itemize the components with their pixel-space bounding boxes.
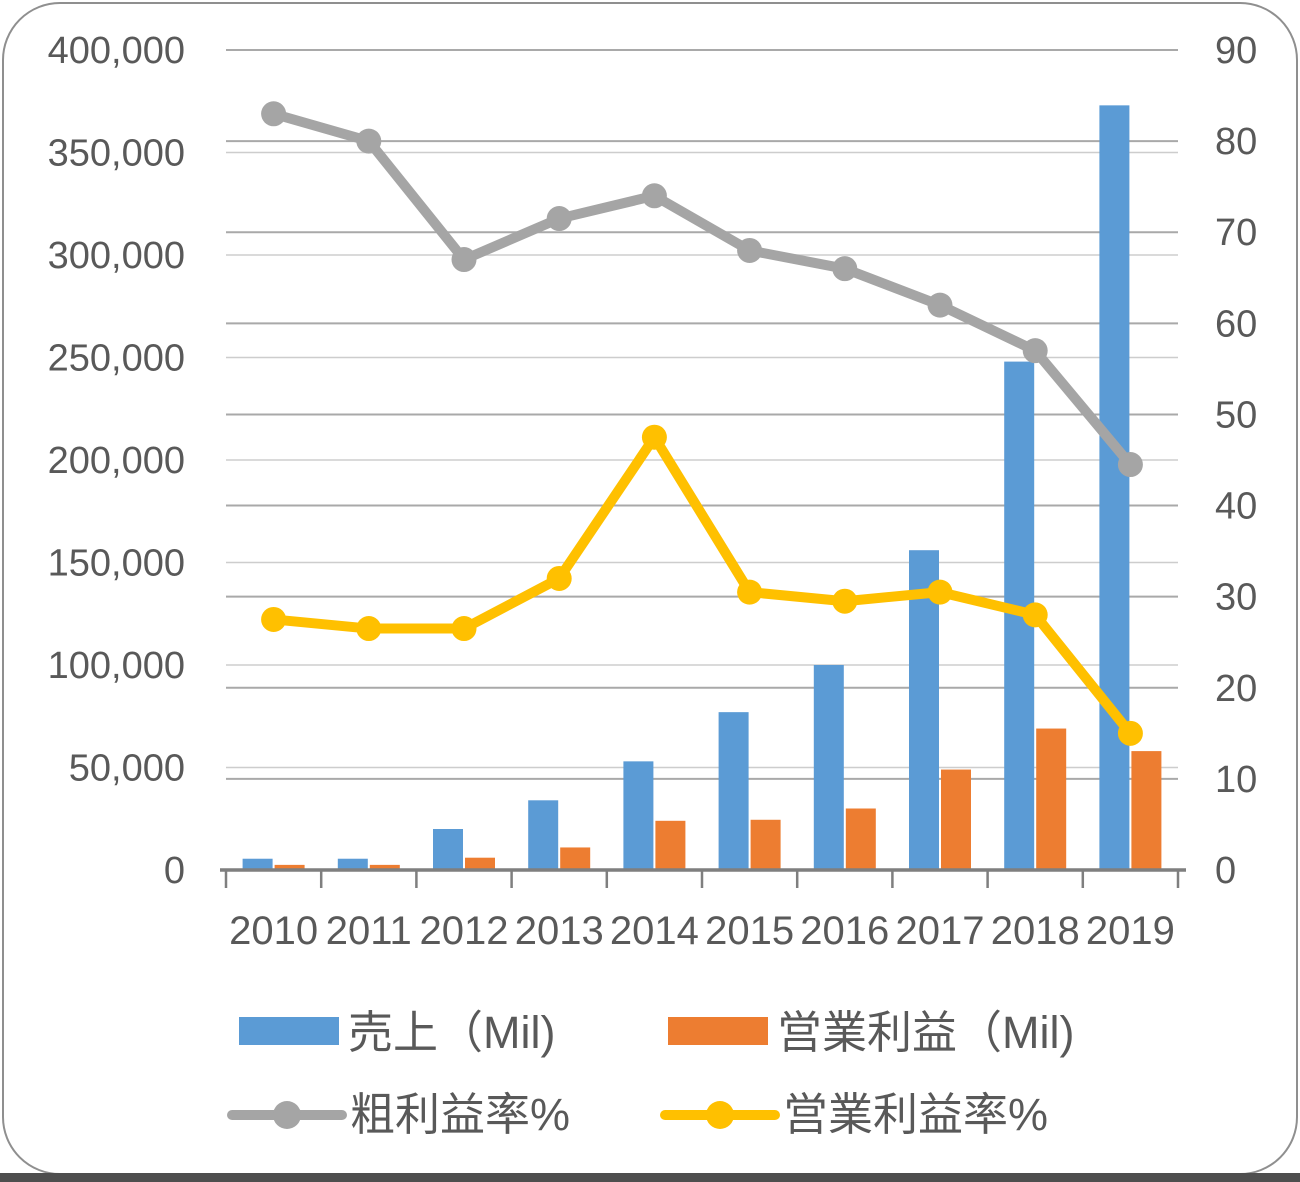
bar-operating-profit — [465, 857, 495, 870]
x-axis-label: 2012 — [420, 909, 509, 953]
marker-operating-margin-rate — [927, 579, 953, 605]
bar-operating-profit — [655, 820, 686, 870]
legend: 売上（Mil) 営業利益（Mil) 粗利益率% 営業利益率% — [227, 1007, 1074, 1140]
x-axis-label: 2014 — [610, 909, 699, 953]
marker-gross-margin-rate — [832, 256, 858, 282]
right-axis-tick-label: 80 — [1215, 121, 1257, 163]
left-axis-tick-label: 350,000 — [48, 133, 185, 175]
line-gross-margin-rate — [268, 108, 1136, 470]
right-axis-tick-label: 0 — [1215, 850, 1236, 892]
bar-sales — [337, 858, 368, 870]
left-axis-tick-label: 150,000 — [48, 543, 185, 585]
window-bottom-edge — [0, 1173, 1300, 1182]
bar-operating-profit — [1131, 751, 1162, 870]
marker-gross-margin-rate — [1117, 452, 1143, 478]
lines — [261, 101, 1143, 746]
left-axis-tick-label: 250,000 — [48, 338, 185, 380]
bar-operating-profit — [274, 864, 305, 870]
marker-operating-margin-rate — [737, 579, 763, 605]
x-axis-label: 2017 — [896, 909, 985, 953]
gridlines — [226, 49, 1178, 780]
marker-operating-margin-rate — [261, 606, 287, 632]
bar-operating-profit — [1036, 728, 1067, 870]
x-axis-label: 2015 — [705, 909, 794, 953]
marker-operating-margin-rate — [1022, 602, 1048, 628]
right-axis-tick-label: 40 — [1215, 486, 1257, 528]
left-axis-tick-label: 100,000 — [48, 645, 185, 687]
right-axis-tick-label: 70 — [1215, 212, 1257, 254]
bar-sales — [813, 665, 844, 870]
legend-marker-gross-margin-rate — [273, 1101, 301, 1129]
bar-operating-profit — [560, 847, 591, 870]
marker-gross-margin-rate — [927, 292, 953, 318]
bar-sales — [242, 858, 273, 870]
axis-labels: 0 50,000 100,000 150,000 200,000 250,000 300,0… — [48, 30, 1258, 953]
left-axis-tick-label: 200,000 — [48, 440, 185, 482]
marker-gross-margin-rate — [737, 237, 763, 263]
right-axis-tick-label: 50 — [1215, 394, 1257, 436]
marker-gross-margin-rate — [546, 206, 572, 232]
left-axis-tick-label: 50,000 — [69, 748, 185, 790]
right-axis-tick-label: 30 — [1215, 577, 1257, 619]
x-axis-label: 2010 — [229, 909, 318, 953]
legend-swatch-sales — [239, 1017, 339, 1045]
bar-sales — [528, 800, 559, 870]
marker-gross-margin-rate — [451, 247, 477, 273]
legend-label-operating-profit: 営業利益（Mil) — [777, 1007, 1074, 1058]
left-axis-tick-label: 300,000 — [48, 235, 185, 277]
left-axis-tick-label: 0 — [164, 850, 185, 892]
left-axis-tick-label: 400,000 — [48, 30, 185, 72]
right-axis-tick-label: 90 — [1215, 30, 1257, 72]
legend-label-operating-margin-rate: 営業利益率% — [783, 1089, 1048, 1140]
bar-sales — [623, 761, 654, 870]
x-axis-label: 2018 — [991, 909, 1080, 953]
marker-gross-margin-rate — [1022, 338, 1048, 364]
legend-label-gross-margin-rate: 粗利益率% — [350, 1089, 570, 1140]
right-axis-tick-label: 60 — [1215, 303, 1257, 345]
x-axis-label: 2016 — [800, 909, 889, 953]
bar-sales — [718, 712, 749, 870]
legend-label-sales: 売上（Mil) — [348, 1007, 555, 1058]
marker-operating-margin-rate — [451, 616, 477, 642]
line-operating-margin-rate — [268, 432, 1136, 739]
marker-operating-margin-rate — [1117, 720, 1143, 746]
marker-gross-margin-rate — [356, 128, 382, 154]
legend-swatch-operating-profit — [668, 1017, 768, 1045]
bar-operating-profit — [369, 864, 400, 870]
right-axis-tick-label: 10 — [1215, 759, 1257, 801]
x-axis-label: 2013 — [515, 909, 604, 953]
bar-operating-profit — [845, 808, 876, 870]
marker-operating-margin-rate — [546, 565, 572, 591]
bar-operating-profit — [941, 769, 971, 870]
x-axis-label: 2011 — [326, 909, 412, 953]
bar-sales — [433, 829, 463, 870]
bar-sales — [1099, 105, 1130, 871]
marker-gross-margin-rate — [641, 183, 667, 209]
x-axis-label: 2019 — [1086, 909, 1175, 953]
x-axis — [220, 868, 1186, 888]
marker-operating-margin-rate — [356, 616, 382, 642]
legend-marker-operating-margin-rate — [706, 1101, 734, 1129]
bar-sales — [909, 550, 939, 870]
bar-operating-profit — [750, 819, 781, 870]
right-axis-tick-label: 20 — [1215, 668, 1257, 710]
marker-gross-margin-rate — [261, 101, 287, 127]
marker-operating-margin-rate — [832, 588, 858, 614]
marker-operating-margin-rate — [641, 424, 667, 450]
